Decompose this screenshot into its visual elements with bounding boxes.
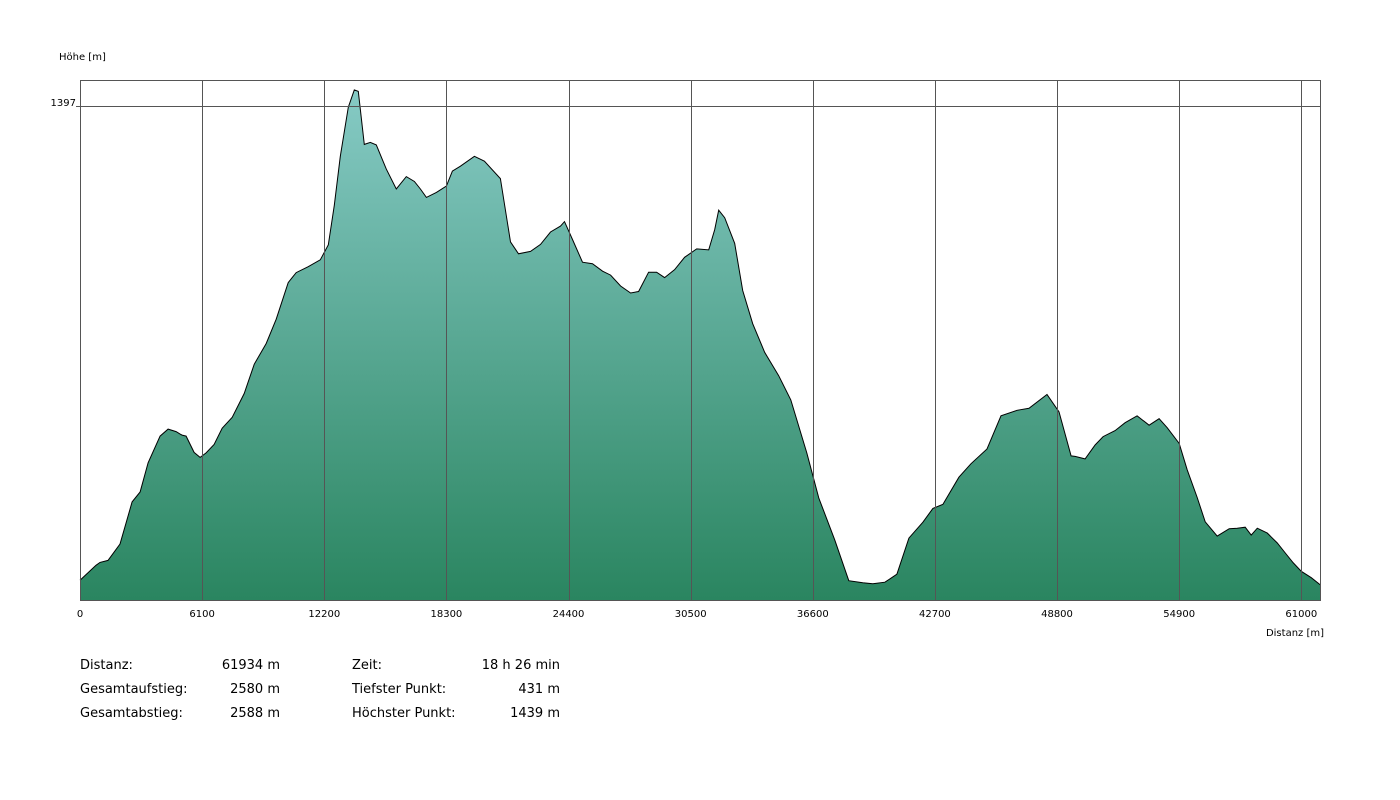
stat-distance: Distanz: 61934 m — [80, 658, 280, 682]
x-tick-label: 6100 — [189, 609, 214, 620]
stat-distance-label: Distanz: — [80, 658, 133, 673]
elevation-area — [80, 89, 1320, 601]
stat-time-value: 18 h 26 min — [481, 658, 560, 673]
x-tick-label: 12200 — [308, 609, 340, 620]
x-tick-label: 48800 — [1041, 609, 1073, 620]
stat-ascent-label: Gesamtaufstieg: — [80, 682, 188, 697]
stat-ascent: Gesamtaufstieg: 2580 m — [80, 682, 280, 706]
stat-distance-value: 61934 m — [221, 658, 280, 673]
x-axis-label: Distanz [m] — [1266, 628, 1324, 639]
stat-time-label: Zeit: — [352, 658, 382, 673]
x-tick-label: 24400 — [553, 609, 585, 620]
stat-highest: Höchster Punkt: 1439 m — [352, 706, 560, 730]
stat-time: Zeit: 18 h 26 min — [352, 658, 560, 682]
stat-lowest-label: Tiefster Punkt: — [352, 682, 447, 697]
stat-highest-label: Höchster Punkt: — [352, 706, 456, 721]
plot-frame — [80, 80, 1321, 601]
x-tick-label: 36600 — [797, 609, 829, 620]
x-tick-label: 0 — [77, 609, 83, 620]
y-axis-label: Höhe [m] — [59, 52, 106, 63]
x-tick-label: 30500 — [675, 609, 707, 620]
stat-descent-label: Gesamtabstieg: — [80, 706, 183, 721]
stats-right: Zeit: 18 h 26 min Tiefster Punkt: 431 m … — [352, 658, 560, 730]
elevation-line — [79, 89, 1321, 585]
stat-lowest-value: 431 m — [518, 682, 560, 697]
stat-lowest: Tiefster Punkt: 431 m — [352, 682, 560, 706]
stat-ascent-value: 2580 m — [230, 682, 280, 697]
x-tick-label: 42700 — [919, 609, 951, 620]
x-tick-label: 61000 — [1285, 609, 1317, 620]
stats-left: Distanz: 61934 m Gesamtaufstieg: 2580 m … — [80, 658, 280, 730]
y-tick-label: 1397 — [51, 98, 76, 109]
stat-descent: Gesamtabstieg: 2588 m — [80, 706, 280, 730]
stat-highest-value: 1439 m — [510, 706, 560, 721]
x-tick-label: 54900 — [1163, 609, 1195, 620]
x-tick-label: 18300 — [430, 609, 462, 620]
stat-descent-value: 2588 m — [230, 706, 280, 721]
